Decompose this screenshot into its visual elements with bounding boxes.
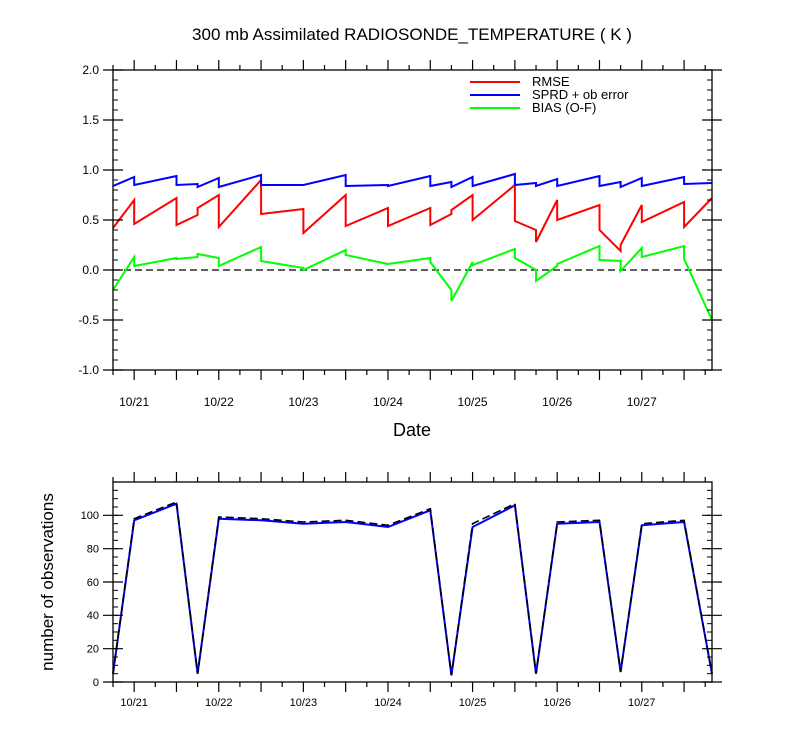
x-tick-label: 10/21 <box>119 395 149 409</box>
y-tick-label: 20 <box>87 644 99 656</box>
x-tick-label: 10/24 <box>373 395 403 409</box>
y-tick-label: -0.5 <box>78 313 99 327</box>
legend-label-0: RMSE <box>532 74 570 89</box>
x-tick-label: 10/26 <box>542 395 572 409</box>
x-tick-label: 10/25 <box>458 395 488 409</box>
y-tick-label: 1.0 <box>82 163 99 177</box>
x-tick-label: 10/23 <box>288 395 318 409</box>
y-axis-label: number of observations <box>38 493 57 671</box>
x-tick-label: 10/27 <box>628 697 656 709</box>
x-tick-label: 10/24 <box>374 697 402 709</box>
y-tick-label: 0 <box>93 677 99 689</box>
x-tick-label: 10/22 <box>204 395 234 409</box>
x-tick-label: 10/26 <box>543 697 571 709</box>
y-tick-label: 100 <box>81 510 99 522</box>
x-tick-label: 10/21 <box>120 697 148 709</box>
observation-count-panel: 0 20 40 60 80 100 10/21 10/22 10/23 10/24 10/25 10/… <box>38 472 722 709</box>
y-tick-label: -1.0 <box>78 363 99 377</box>
y-tick-label: 80 <box>87 544 99 556</box>
series-line-1 <box>112 500 713 676</box>
series-line-0 <box>112 177 713 254</box>
series-line-2 <box>112 244 713 321</box>
chart-title: 300 mb Assimilated RADIOSONDE_TEMPERATUR… <box>192 25 632 44</box>
plot-frame <box>112 69 713 371</box>
y-tick-label: 0.5 <box>82 213 99 227</box>
y-tick-label: 40 <box>87 610 99 622</box>
x-axis-label: Date <box>393 420 431 440</box>
x-tick-label: 10/27 <box>627 395 657 409</box>
x-tick-label: 10/22 <box>205 697 233 709</box>
y-tick-label: 1.5 <box>82 113 99 127</box>
series-line-0 <box>112 502 713 676</box>
legend-label-2: BIAS (O-F) <box>532 100 596 115</box>
plot-frame <box>112 481 713 683</box>
series-line-1 <box>112 172 713 189</box>
legend-label-1: SPRD + ob error <box>532 87 629 102</box>
y-tick-label: 0.0 <box>82 263 99 277</box>
bias-rmse-panel: -1.0 -0.5 0.0 0.5 1.0 1.5 2.0 10/21 10/22 10/23 10… <box>78 60 722 409</box>
x-tick-label: 10/25 <box>459 697 487 709</box>
x-tick-label: 10/23 <box>290 697 318 709</box>
y-tick-label: 60 <box>87 577 99 589</box>
y-tick-label: 2.0 <box>82 63 99 77</box>
